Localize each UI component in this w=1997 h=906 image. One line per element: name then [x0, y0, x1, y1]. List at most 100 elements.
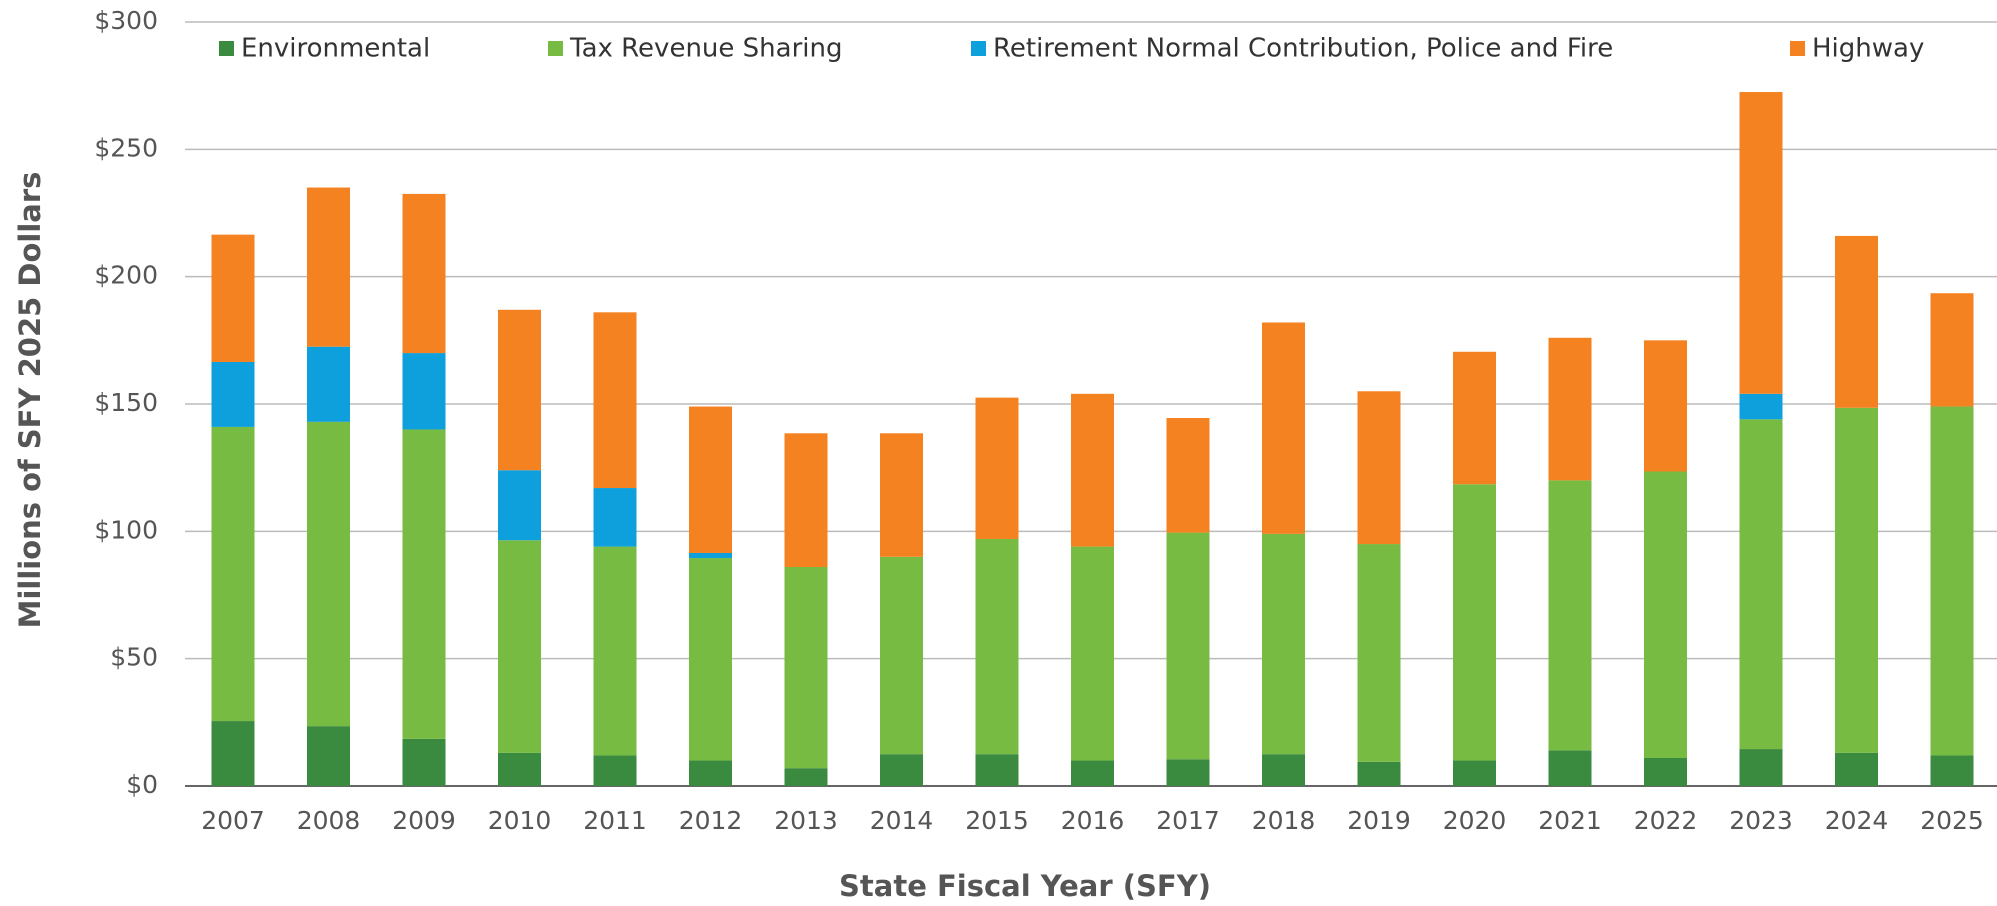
bar-segment: [975, 754, 1019, 786]
x-tick-label: 2009: [392, 806, 456, 835]
bar-segment: [498, 470, 541, 541]
bar-segment: [1548, 337, 1592, 481]
bar-segment: [880, 556, 923, 755]
bar-segment: [593, 755, 637, 786]
bar-segment: [1166, 759, 1210, 786]
bar-segment: [1166, 418, 1210, 533]
bar-segment: [784, 566, 828, 769]
bar-segment: [593, 546, 637, 756]
y-tick-label: $50: [110, 643, 158, 672]
bar-segment: [975, 397, 1019, 539]
y-tick-label: $100: [94, 515, 158, 544]
x-tick-label: 2018: [1252, 806, 1316, 835]
bar-segment: [1071, 546, 1114, 761]
bar-segment: [1644, 757, 1687, 786]
x-tick-label: 2015: [965, 806, 1029, 835]
bar-segment: [1739, 92, 1783, 394]
bar-segment: [1453, 351, 1496, 485]
y-axis-title: Millions of SFY 2025 Dollars: [13, 172, 47, 629]
bar-segment: [1930, 755, 1974, 786]
legend-label: Highway: [1812, 34, 1924, 64]
bar-segment: [1835, 235, 1878, 408]
bar-segment: [498, 309, 541, 471]
bar-segment: [1262, 754, 1305, 786]
bar-segment: [1930, 293, 1974, 407]
bar-segment: [593, 312, 637, 489]
legend-swatch: [219, 41, 234, 56]
x-tick-label: 2010: [488, 806, 552, 835]
bar-segment: [211, 426, 255, 722]
legend-swatch: [548, 41, 563, 56]
x-tick-label: 2025: [1920, 806, 1984, 835]
y-tick-label: $150: [94, 388, 158, 417]
x-axis-title: State Fiscal Year (SFY): [839, 869, 1211, 903]
bar-segment: [1071, 393, 1114, 547]
bar-segment: [498, 540, 541, 753]
x-tick-label: 2013: [774, 806, 838, 835]
bar-segment: [1835, 752, 1878, 786]
bar-segment: [402, 429, 446, 739]
bar-segment: [689, 552, 732, 559]
legend-swatch: [971, 41, 986, 56]
bar-segment: [1071, 760, 1114, 786]
bar-segment: [1548, 480, 1592, 751]
bar-segment: [784, 768, 828, 786]
x-tick-label: 2021: [1538, 806, 1602, 835]
x-tick-label: 2016: [1061, 806, 1125, 835]
bar-segment: [1166, 532, 1210, 760]
bar-segment: [211, 721, 255, 786]
bar-segment: [1453, 484, 1496, 761]
bar-segment: [1739, 749, 1783, 786]
bar-segment: [1644, 340, 1687, 472]
bar-segment: [1739, 393, 1783, 420]
x-tick-label: 2017: [1156, 806, 1220, 835]
bar-segment: [975, 538, 1019, 755]
bar-segment: [402, 738, 446, 786]
bar-segment: [498, 752, 541, 786]
x-tick-label: 2023: [1729, 806, 1793, 835]
legend-label: Tax Revenue Sharing: [569, 34, 842, 64]
x-tick-label: 2022: [1634, 806, 1698, 835]
x-tick-label: 2024: [1825, 806, 1889, 835]
bar-segment: [1357, 544, 1401, 762]
y-tick-label: $0: [126, 770, 158, 799]
bar-segment: [689, 558, 732, 761]
bar-segment: [880, 433, 923, 557]
bar-segment: [1930, 406, 1974, 756]
bar-segment: [1262, 322, 1305, 534]
x-tick-label: 2012: [679, 806, 743, 835]
bar-segment: [1262, 533, 1305, 755]
bar-segment: [307, 346, 350, 422]
bar-segment: [689, 406, 732, 553]
bar-segment: [1644, 471, 1687, 758]
bar-segment: [1357, 391, 1401, 545]
bar-segment: [689, 760, 732, 786]
bar-segment: [784, 433, 828, 567]
bar-segment: [211, 234, 255, 362]
x-tick-label: 2020: [1443, 806, 1507, 835]
legend-label: Retirement Normal Contribution, Police a…: [993, 34, 1613, 64]
y-tick-label: $300: [94, 6, 158, 35]
bar-segment: [402, 193, 446, 354]
x-tick-label: 2007: [201, 806, 265, 835]
x-tick-label: 2011: [583, 806, 647, 835]
bar-segment: [211, 361, 255, 427]
legend-label: Environmental: [241, 34, 430, 64]
bar-segment: [307, 421, 350, 727]
y-tick-label: $250: [94, 133, 158, 162]
bar-segment: [880, 754, 923, 786]
bar-segment: [402, 353, 446, 430]
bar-segment: [307, 187, 350, 347]
x-tick-label: 2008: [297, 806, 361, 835]
bar-segment: [1835, 407, 1878, 753]
y-tick-label: $200: [94, 261, 158, 290]
bar-segment: [1453, 760, 1496, 786]
legend-swatch: [1790, 41, 1805, 56]
bar-segment: [1739, 419, 1783, 750]
bar-segment: [1357, 761, 1401, 786]
x-tick-label: 2019: [1347, 806, 1411, 835]
x-tick-label: 2014: [870, 806, 934, 835]
bar-segment: [307, 726, 350, 786]
bar-segment: [593, 488, 637, 547]
